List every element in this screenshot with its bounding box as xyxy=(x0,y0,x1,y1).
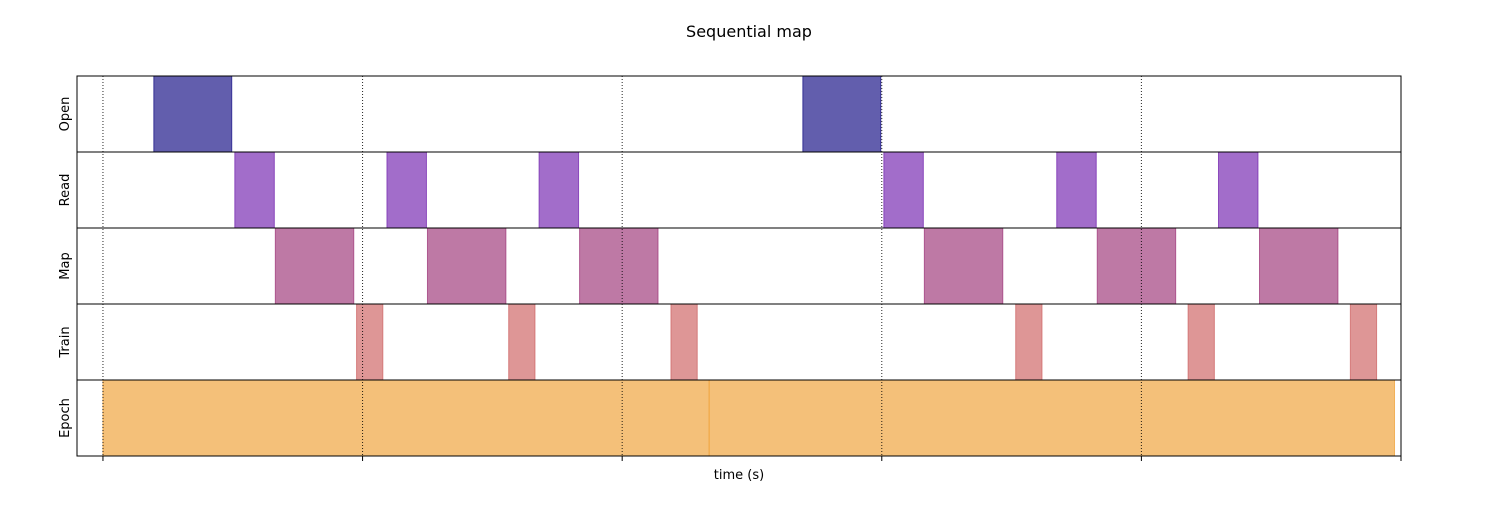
bar-map-2 xyxy=(579,227,659,305)
row-frame-read xyxy=(76,151,1402,229)
bar-map-1 xyxy=(426,227,507,305)
bar-train-1 xyxy=(508,303,536,381)
row-frame-open xyxy=(76,75,1402,153)
row-label-epoch: Epoch xyxy=(58,398,73,438)
bar-train-5 xyxy=(1349,303,1378,381)
row-label-open: Open xyxy=(58,97,73,132)
bar-read-3 xyxy=(883,151,924,229)
row-label-read: Read xyxy=(58,174,73,207)
bar-map-5 xyxy=(1259,227,1339,305)
bar-read-1 xyxy=(386,151,427,229)
chart-title: Sequential map xyxy=(686,22,812,41)
bar-epoch-1 xyxy=(708,379,1396,457)
bar-read-4 xyxy=(1056,151,1097,229)
bar-read-0 xyxy=(234,151,275,229)
x-axis-label: time (s) xyxy=(713,468,765,483)
row-label-train: Train xyxy=(58,326,73,358)
bar-epoch-0 xyxy=(102,379,710,457)
bar-map-4 xyxy=(1096,227,1177,305)
bar-read-5 xyxy=(1217,151,1259,229)
bar-open-0 xyxy=(153,75,233,153)
bar-train-2 xyxy=(670,303,698,381)
bar-train-4 xyxy=(1187,303,1215,381)
row-frame-epoch xyxy=(76,379,1402,457)
bar-map-0 xyxy=(274,227,355,305)
bar-train-3 xyxy=(1015,303,1043,381)
bar-map-3 xyxy=(923,227,1004,305)
row-label-map: Map xyxy=(58,252,73,279)
bar-read-2 xyxy=(538,151,580,229)
bar-train-0 xyxy=(356,303,384,381)
bar-open-1 xyxy=(802,75,882,153)
